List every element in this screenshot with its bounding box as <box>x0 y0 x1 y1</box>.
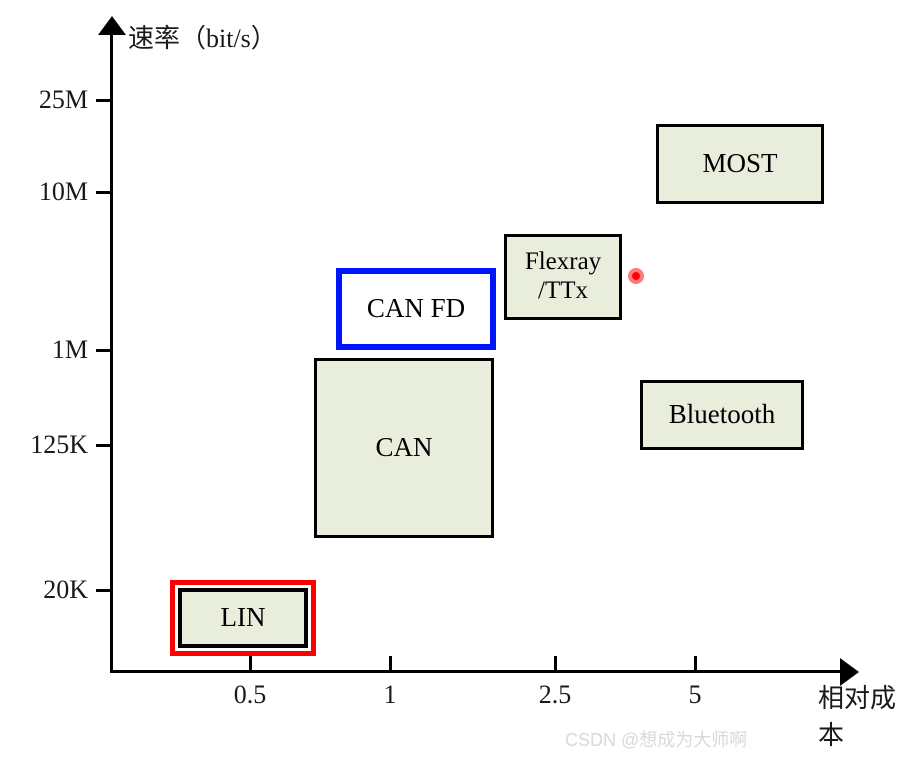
chart-area: 速率（bit/s）相对成本25M10M1M125K20K0.512.55LINC… <box>0 0 899 761</box>
node-flexray: Flexray /TTx <box>504 234 622 320</box>
x-axis-title: 相对成本 <box>818 678 899 752</box>
pointer-dot-icon <box>632 272 640 280</box>
y-tick <box>96 191 110 194</box>
y-axis-line <box>110 30 113 670</box>
node-canfd: CAN FD <box>336 268 496 350</box>
x-tick <box>554 656 557 670</box>
y-tick-label: 125K <box>0 430 88 460</box>
y-tick-label: 20K <box>0 575 88 605</box>
y-tick-label: 1M <box>0 335 88 365</box>
y-tick <box>96 589 110 592</box>
y-tick <box>96 99 110 102</box>
node-can: CAN <box>314 358 494 538</box>
x-tick <box>694 656 697 670</box>
x-tick <box>389 656 392 670</box>
y-tick-label: 25M <box>0 85 88 115</box>
node-most: MOST <box>656 124 824 204</box>
watermark-text: CSDN @想成为大师啊 <box>565 726 747 752</box>
node-bluetooth: Bluetooth <box>640 380 804 450</box>
y-axis-arrow <box>98 16 126 35</box>
x-tick-label: 2.5 <box>539 680 572 710</box>
y-tick-label: 10M <box>0 177 88 207</box>
y-tick <box>96 349 110 352</box>
x-tick <box>249 656 252 670</box>
x-tick-label: 5 <box>689 680 702 710</box>
x-tick-label: 0.5 <box>234 680 267 710</box>
x-tick-label: 1 <box>384 680 397 710</box>
x-axis-line <box>110 670 840 673</box>
node-lin: LIN <box>178 588 308 648</box>
y-axis-title: 速率（bit/s） <box>128 18 277 55</box>
y-tick <box>96 444 110 447</box>
